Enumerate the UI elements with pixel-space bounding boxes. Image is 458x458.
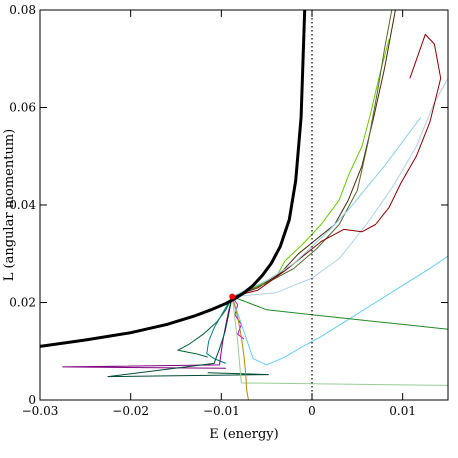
x-tick-label: 0 bbox=[308, 404, 316, 418]
y-tick-label: 0.02 bbox=[9, 296, 36, 310]
boundary-curve bbox=[40, 10, 307, 348]
trajectory-series-2 bbox=[206, 296, 233, 364]
trajectory-series-11 bbox=[232, 10, 396, 298]
trajectory-series-9 bbox=[231, 296, 249, 400]
y-tick-label: 0.04 bbox=[9, 198, 36, 212]
y-axis-title: L (angular momentum) bbox=[2, 129, 17, 281]
trajectory-series-15 bbox=[231, 117, 422, 298]
x-tick-label: −0.01 bbox=[203, 404, 240, 418]
x-tick-label: 0.01 bbox=[389, 404, 416, 418]
x-tick-label: −0.02 bbox=[112, 404, 149, 418]
x-tick-label: −0.03 bbox=[22, 404, 59, 418]
trajectory-series-7 bbox=[231, 296, 448, 386]
tick-layer: −0.03 −0.02 −0.01 0 0.01 0 0.02 0.04 0.06 0.08 bbox=[9, 3, 448, 418]
trajectory-series-5 bbox=[107, 296, 269, 378]
trajectory-series-8 bbox=[232, 296, 448, 330]
y-tick-label: 0.06 bbox=[9, 101, 36, 115]
trajectory-series-13 bbox=[232, 78, 448, 298]
trajectory-series-12 bbox=[232, 10, 393, 298]
start-point-marker bbox=[229, 293, 236, 300]
plot-frame bbox=[39, 9, 449, 401]
x-axis-title: E (energy) bbox=[209, 427, 278, 442]
y-tick-label: 0.08 bbox=[9, 3, 36, 17]
trajectory-series-1 bbox=[177, 296, 233, 358]
trajectory-series-3 bbox=[62, 296, 233, 369]
series-layer bbox=[62, 10, 448, 400]
reference-layer bbox=[40, 10, 313, 400]
y-tick-label: 0 bbox=[28, 393, 36, 407]
trajectory-series-10 bbox=[231, 39, 390, 298]
trajectory-series-14 bbox=[232, 33, 442, 298]
trajectory-series-6 bbox=[231, 255, 448, 366]
